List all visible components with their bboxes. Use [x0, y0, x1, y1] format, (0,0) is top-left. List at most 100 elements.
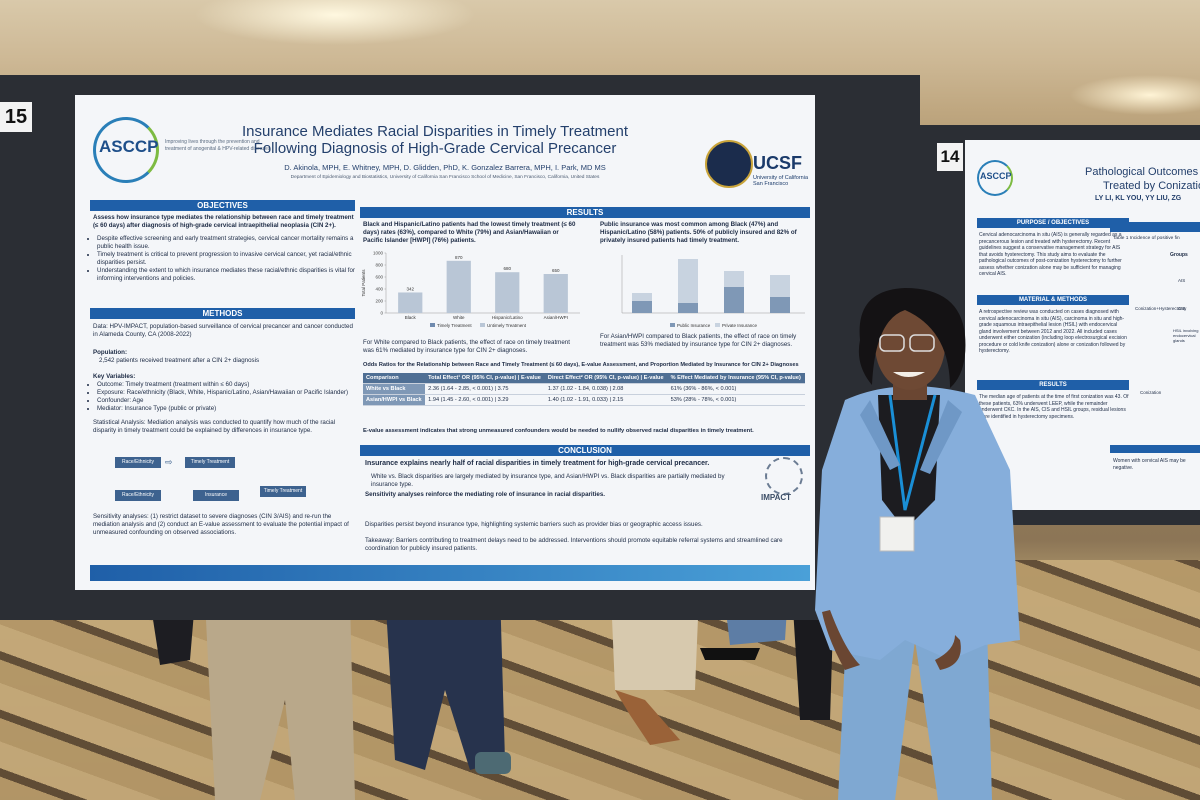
cell: % Effect Mediated by Insurance (95% CI, … — [667, 373, 805, 384]
logo-ring — [93, 117, 159, 183]
diagram-box: Timely Treatment — [185, 457, 235, 468]
cell: 1.40 (1.02 - 1.91, 0.033) | 2.15 — [544, 394, 668, 406]
subheading: Key Variables: — [93, 373, 136, 380]
x-tick-label: Hispanic/Latino — [492, 315, 523, 320]
bar-chart: Total Patients 0 200 400 600 800 1000 342 Black 8… — [361, 251, 580, 328]
seal — [705, 140, 753, 188]
bullet: Outcome: Timely treatment (treatment wit… — [97, 381, 369, 389]
table-cell: Conization — [1140, 390, 1162, 395]
value-label: 650 — [552, 268, 560, 273]
tagline: Improving lives through the prevention a… — [165, 139, 271, 152]
bar-chart-2: Public Insurance Private Insurance — [621, 255, 805, 328]
conclusion-point: Disparities persist beyond insurance typ… — [365, 521, 703, 528]
title-line: Following Diagnosis of High-Grade Cervic… — [253, 140, 617, 157]
ucsf-sub: University of California San Francisco — [753, 175, 809, 187]
board-number: 15 — [0, 102, 32, 132]
conclusion-point: Sensitivity analyses reinforce the media… — [365, 491, 606, 498]
results-text: For Asian/HWPI compared to Black patient… — [600, 333, 797, 348]
cell: White vs Black — [363, 383, 426, 395]
bullet: Understanding the extent to which insura… — [97, 267, 367, 283]
table-cell: Conization+Hysterectomy — [1135, 306, 1187, 311]
diagram-box: Timely Treatment — [260, 486, 306, 497]
authors: LY LI, KL YOU, YY LIU, ZG — [1095, 195, 1182, 202]
sensitivity: Sensitivity analyses: (1) restrict datas… — [93, 513, 349, 536]
affiliations: Department of Epidemiology and Biostatis… — [290, 175, 600, 180]
variable-list: Outcome: Timely treatment (treatment wit… — [81, 381, 369, 413]
title-line: Treated by Conization — [1103, 180, 1200, 192]
y-tick-label: 0 — [380, 311, 383, 316]
cell: Asian/HWPI vs Black — [363, 394, 426, 406]
conclusion-lead: Insurance explains nearly half of racial… — [365, 460, 710, 467]
poster-left: ASCCP Improving lives through the preven… — [75, 95, 815, 590]
section-heading: MATERIAL & METHODS — [977, 295, 1129, 305]
methods: A retrospective review was conducted on … — [979, 309, 1127, 354]
diagram-box: Insurance — [193, 490, 239, 501]
cell: Total Effect¹ OR (95% CI, p-value) | E-v… — [425, 373, 545, 384]
purpose: Cervical adenocarcinoma in situ (AIS) is… — [979, 232, 1122, 277]
table-cell: HSIL involving endocervical glands — [1173, 328, 1199, 343]
table-header: Comparison Total Effect¹ OR (95% CI, p-v… — [363, 373, 805, 384]
results-table: Comparison Total Effect¹ OR (95% CI, p-v… — [363, 373, 805, 406]
x-tick-label: White — [453, 315, 465, 320]
cell: Comparison — [363, 373, 426, 384]
footer-band — [90, 565, 810, 581]
poster-title: Insurance Mediates Racial Disparities in… — [225, 123, 645, 157]
results: The median age of patients at the time o… — [979, 394, 1129, 420]
bar — [495, 272, 520, 313]
x-tick-label: Black — [405, 315, 417, 320]
section-heading: PURPOSE / OBJECTIVES — [977, 218, 1129, 228]
table-cell: AIS — [1178, 278, 1186, 283]
y-tick-label: 200 — [375, 299, 383, 304]
table-row: Asian/HWPI vs Black 1.94 (1.45 - 2.60, <… — [363, 394, 805, 406]
y-tick-label: 1000 — [373, 251, 384, 256]
bar — [446, 260, 471, 313]
bullet: Confounder: Age — [97, 397, 369, 405]
section-heading: OBJECTIVES — [90, 200, 355, 211]
poster-right: ASCCP Pathological Outcomes in Treated b… — [965, 140, 1200, 510]
results-text: Black and Hispanic/Latino patients had t… — [363, 221, 576, 244]
y-axis-label: Total Patients — [361, 269, 366, 297]
bullet: Timely treatment is critical to prevent … — [97, 251, 367, 267]
conclusion-point: Takeaway: Barriers contributing to treat… — [365, 537, 783, 552]
y-tick-label: 400 — [375, 287, 383, 292]
authors: D. Akinola, MPH, E. Whitney, MPH, D. Gli… — [284, 163, 606, 172]
population: 2,542 patients received treatment after … — [99, 357, 260, 364]
legend-swatch — [430, 323, 435, 327]
section-heading: RESULTS — [977, 380, 1129, 390]
cell: 1.37 (1.02 - 1.84, 0.038) | 2.08 — [544, 383, 668, 395]
cell: 53% (28% - 78%, < 0.001) — [667, 394, 805, 406]
legend-label: Public Insurance — [677, 323, 711, 328]
poster-title: Pathological Outcomes in Treated by Coni… — [1085, 165, 1200, 193]
diagram-box: Race/Ethnicity — [115, 457, 161, 468]
bullet: Exposure: Race/ethnicity (Black, White, … — [97, 389, 369, 397]
legend-label: Timely Treatment — [437, 323, 472, 328]
title-line: Pathological Outcomes in — [1085, 166, 1200, 178]
diagram-arrow: ⇨ — [165, 457, 173, 467]
footer-text: Women with cervical AIS may be negative. — [1113, 458, 1186, 471]
objective-lead: Assess how insurance type mediates the r… — [93, 214, 354, 229]
table-head: Groups — [1170, 252, 1188, 258]
table-cell: CIS — [1178, 306, 1186, 311]
legend-label: Private Insurance — [722, 323, 758, 328]
subheading: Population: — [93, 349, 128, 356]
logo-ring — [977, 160, 1013, 196]
logo-text: ASCCP — [99, 137, 159, 156]
band — [1110, 445, 1200, 453]
y-tick-label: 800 — [375, 263, 383, 268]
legend-label: Untimely Treatment — [487, 323, 527, 328]
section-heading: RESULTS — [360, 207, 810, 218]
cell: 61% (36% - 86%, < 0.001) — [667, 383, 805, 395]
bullet: Despite effective screening and early tr… — [97, 235, 367, 251]
table-heading-band — [1110, 222, 1200, 232]
value-label: 870 — [455, 255, 463, 260]
objective-list: Despite effective screening and early tr… — [81, 235, 367, 283]
value-label: 342 — [406, 286, 414, 291]
title-line: Insurance Mediates Racial Disparities in… — [242, 123, 628, 140]
logo-text: ASCCP — [980, 171, 1012, 181]
cell: 2.36 (1.64 - 2.85, < 0.001) | 3.75 — [425, 383, 545, 395]
table-label: Table 1 Incidence of positive fin — [1113, 236, 1180, 241]
section-heading: CONCLUSION — [360, 445, 810, 456]
table-row: White vs Black 2.36 (1.64 - 2.85, < 0.00… — [363, 383, 805, 395]
